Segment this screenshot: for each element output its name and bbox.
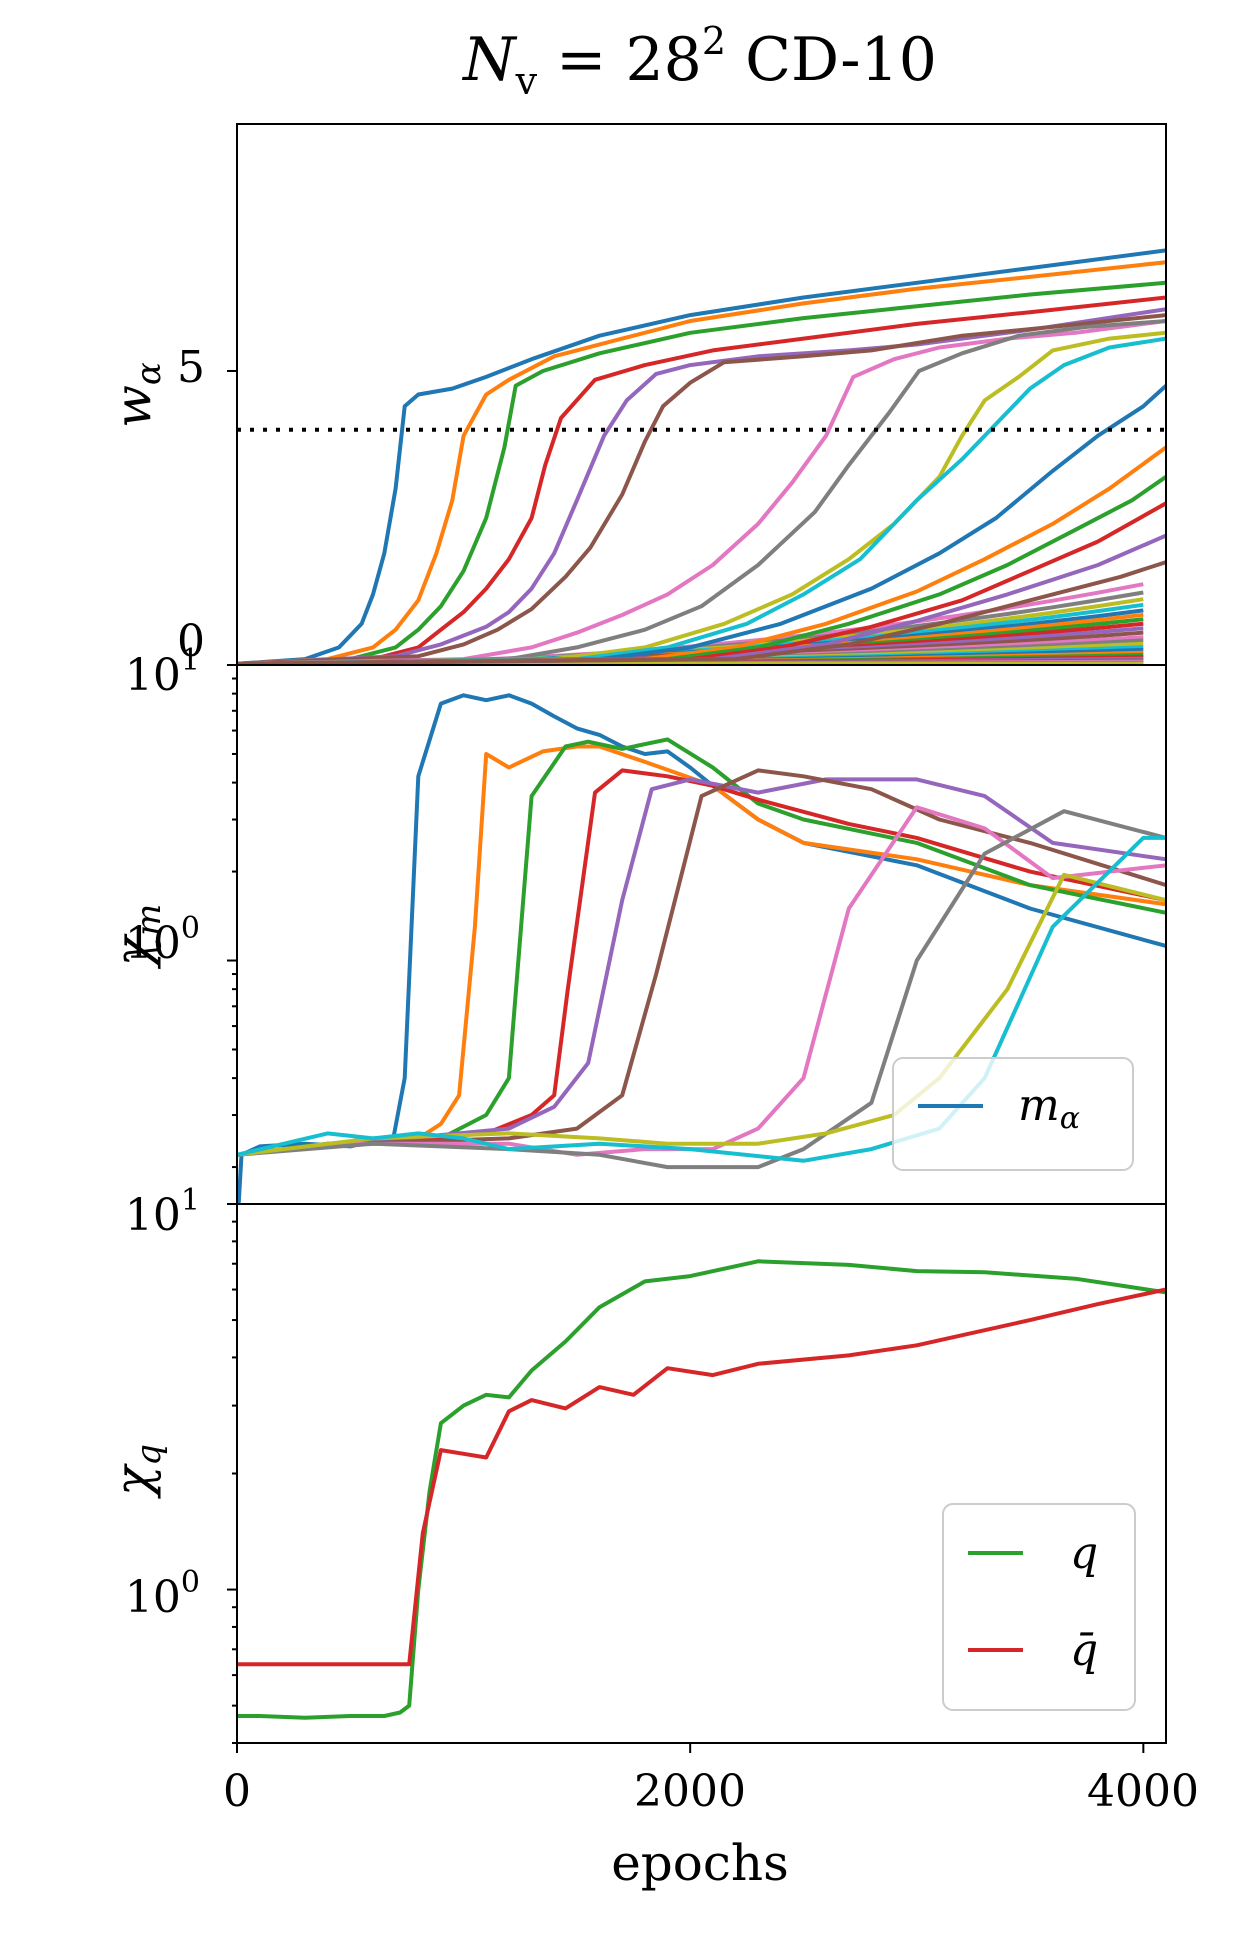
xtick-2000: 2000 — [634, 1766, 746, 1817]
w-series-w8 — [237, 319, 1166, 665]
w-series-w11 — [237, 384, 1166, 665]
w-series-w3 — [237, 280, 1166, 665]
top-ytick-5: 5 — [177, 342, 205, 393]
bot-ytick-10-0: 100 — [125, 1565, 200, 1623]
w-series-w6 — [237, 313, 1166, 665]
w-series-w4 — [237, 295, 1166, 665]
bottom-panel-lines — [237, 1259, 1166, 1720]
middle-legend-box — [892, 1057, 1134, 1171]
chi-m-series-m5 — [237, 777, 1166, 1157]
chi-m-series-m3 — [237, 737, 1166, 1157]
title-eq: = 28 — [537, 25, 702, 95]
chi-m-series-m10 — [237, 835, 1166, 1163]
middle-legend: mα — [892, 1057, 1134, 1171]
title-sup: 2 — [702, 19, 726, 63]
bottom-ylabel: χq — [104, 1444, 169, 1499]
chi-m-series-m9 — [237, 872, 1166, 1157]
tick-marks — [227, 369, 1145, 1753]
w-series-w16 — [237, 560, 1166, 665]
bot-ytick-10-1: 101 — [125, 1183, 200, 1241]
w-series-w10 — [237, 336, 1166, 665]
chi-m-series-m7 — [237, 805, 1166, 1157]
mid-ytick-10-0: 100 — [125, 911, 200, 969]
w-series-w7 — [237, 319, 1166, 665]
top-ylabel: wα — [104, 362, 169, 428]
x-axis-label: epochs — [611, 1834, 789, 1892]
w-series-w12 — [237, 445, 1166, 665]
xtick-0: 0 — [223, 1766, 251, 1817]
bottom-legend-box — [942, 1503, 1136, 1711]
title-rest: CD-10 — [726, 25, 937, 95]
top-ytick-0: 0 — [177, 616, 205, 667]
legend-qbar-label: q̄ — [1070, 1625, 1098, 1676]
top-panel-lines — [237, 248, 1166, 665]
w-series-w1 — [237, 248, 1166, 665]
w-series-w14 — [237, 501, 1166, 665]
legend-m-label: mα — [1018, 1080, 1080, 1136]
w-series-w2 — [237, 260, 1166, 665]
middle-panel-lines — [237, 693, 1166, 1204]
chi-m-series-m6 — [237, 768, 1166, 1157]
title-n: N — [461, 25, 518, 95]
bottom-legend: q q̄ — [942, 1503, 1136, 1711]
w-series-w13 — [237, 475, 1166, 665]
title-sub: v — [515, 59, 538, 103]
chi-q-series — [237, 1259, 1166, 1720]
xtick-4000: 4000 — [1087, 1766, 1199, 1817]
mid-ytick-10-1: 101 — [125, 643, 200, 701]
legend-q-label: q — [1070, 1528, 1098, 1579]
chi-m-series-m2 — [237, 744, 1166, 1157]
chi-qbar-series — [237, 1287, 1166, 1667]
chart-title: Nv = 282 CD-10 — [461, 19, 937, 103]
middle-ylabel: χm — [104, 904, 169, 970]
chi-m-series-m4 — [237, 768, 1166, 1157]
